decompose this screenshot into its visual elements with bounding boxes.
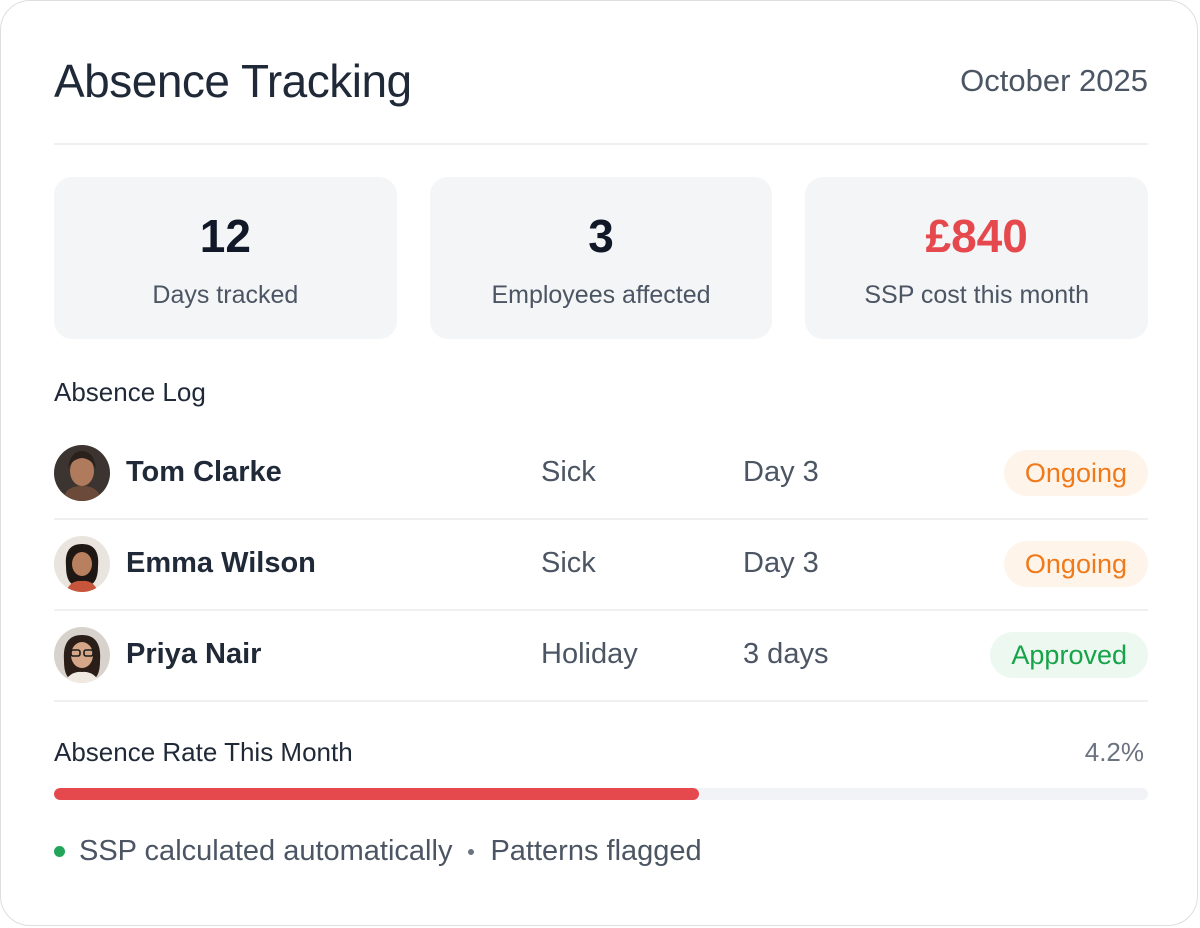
employee-name: Tom Clarke	[126, 456, 282, 488]
stat-value: 3	[588, 210, 614, 262]
status-badge: Ongoing	[1003, 541, 1148, 587]
footer-notes: SSP calculated automatically Patterns fl…	[54, 835, 702, 868]
stat-ssp-cost: £840 SSP cost this month	[805, 177, 1149, 339]
absence-rate-progress-fill	[54, 788, 700, 800]
stat-value: 12	[199, 210, 251, 262]
period-label: October 2025	[960, 63, 1148, 98]
list-item[interactable]: Emma Wilson Sick Day 3 Ongoing	[54, 520, 1148, 611]
absence-type: Holiday	[541, 638, 638, 670]
employee-name: Emma Wilson	[126, 547, 316, 579]
avatar	[54, 627, 110, 683]
footer-note-patterns: Patterns flagged	[490, 835, 702, 867]
employee-name: Priya Nair	[126, 638, 262, 670]
card-header: Absence Tracking October 2025	[54, 51, 1148, 111]
absence-duration: Day 3	[743, 547, 819, 579]
stat-employees-affected: 3 Employees affected	[429, 177, 773, 339]
absence-type: Sick	[541, 547, 596, 579]
stat-value: £840	[925, 210, 1028, 262]
stat-label: Employees affected	[491, 281, 711, 309]
status-badge: Approved	[990, 632, 1148, 678]
absence-log-list: Tom Clarke Sick Day 3 Ongoing Emma Wilso…	[54, 429, 1148, 702]
avatar	[54, 445, 110, 501]
absence-rate-progress-bar	[54, 788, 1148, 800]
list-item[interactable]: Priya Nair Holiday 3 days Approved	[54, 611, 1148, 702]
absence-type: Sick	[541, 456, 596, 488]
stat-label: SSP cost this month	[864, 281, 1089, 309]
status-badge: Ongoing	[1003, 450, 1148, 496]
absence-log-title: Absence Log	[54, 377, 206, 407]
list-item[interactable]: Tom Clarke Sick Day 3 Ongoing	[54, 429, 1148, 520]
avatar	[54, 536, 110, 592]
separator-dot-icon	[468, 848, 475, 855]
absence-rate-label: Absence Rate This Month	[54, 737, 353, 767]
absence-duration: Day 3	[743, 456, 819, 488]
status-dot-icon	[54, 846, 65, 857]
absence-duration: 3 days	[743, 638, 829, 670]
stats-row: 12 Days tracked 3 Employees affected £84…	[54, 177, 1149, 339]
footer-note-ssp: SSP calculated automatically	[79, 835, 453, 867]
stat-label: Days tracked	[152, 281, 299, 309]
absence-rate-value: 4.2%	[1084, 737, 1144, 767]
header-divider	[54, 143, 1148, 145]
page-title: Absence Tracking	[54, 55, 412, 107]
stat-days-tracked: 12 Days tracked	[54, 177, 397, 339]
